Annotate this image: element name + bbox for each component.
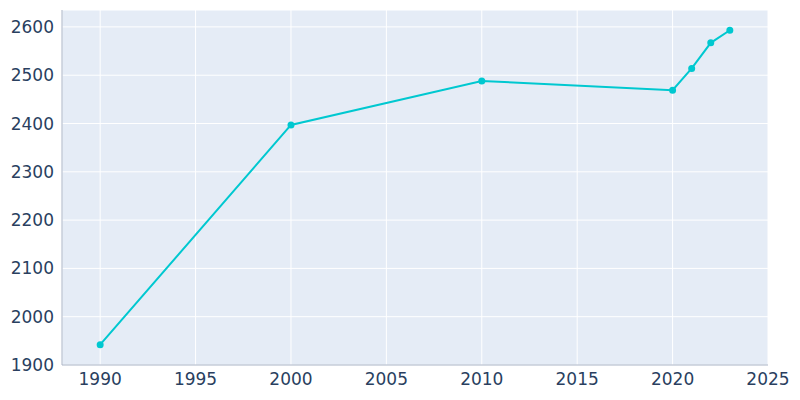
svg-text:2000: 2000 xyxy=(269,369,312,389)
svg-text:2500: 2500 xyxy=(11,65,54,85)
svg-text:2100: 2100 xyxy=(11,258,54,278)
svg-text:1990: 1990 xyxy=(79,369,122,389)
svg-text:2005: 2005 xyxy=(365,369,408,389)
svg-text:2600: 2600 xyxy=(11,17,54,37)
svg-text:1995: 1995 xyxy=(174,369,217,389)
svg-text:2025: 2025 xyxy=(746,369,789,389)
svg-text:1900: 1900 xyxy=(11,355,54,375)
svg-text:2300: 2300 xyxy=(11,162,54,182)
svg-text:2020: 2020 xyxy=(651,369,694,389)
svg-text:2000: 2000 xyxy=(11,307,54,327)
svg-text:2015: 2015 xyxy=(556,369,599,389)
svg-text:2200: 2200 xyxy=(11,210,54,230)
svg-text:2010: 2010 xyxy=(460,369,503,389)
svg-text:2400: 2400 xyxy=(11,114,54,134)
